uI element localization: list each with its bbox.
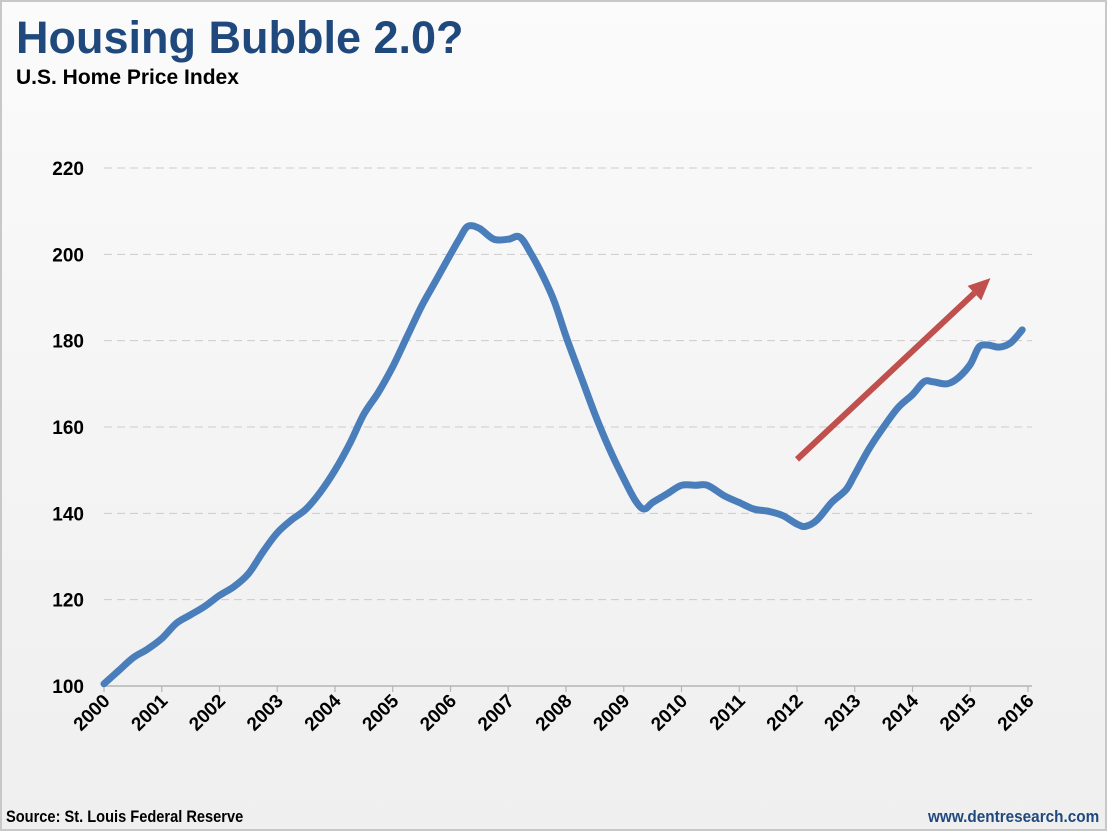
y-tick-label: 100 [52, 677, 84, 698]
y-tick-label: 200 [52, 245, 84, 266]
y-axis: 100 120 140 160 180 200 220 [52, 159, 84, 698]
x-tick-label: 2013 [821, 691, 866, 736]
x-tick-label: 2010 [647, 691, 692, 736]
series-line-home-price-index [100, 222, 1026, 688]
annotations [794, 278, 991, 462]
x-tick-label: 2004 [301, 690, 346, 735]
y-tick-label: 120 [52, 591, 84, 612]
trend-arrow-shaft [794, 290, 977, 462]
x-tick-label: 2009 [590, 691, 635, 736]
x-tick-label: 2001 [128, 690, 173, 735]
x-tick-label: 2008 [532, 691, 577, 736]
y-tick-label: 160 [52, 418, 84, 439]
x-tick-label: 2016 [994, 691, 1039, 736]
x-tick-label: 2015 [936, 690, 981, 735]
x-tick-label: 2012 [763, 691, 808, 736]
x-tick-label: 2014 [878, 690, 923, 735]
x-tick-label: 2002 [185, 691, 230, 736]
y-tick-label: 180 [52, 332, 84, 353]
website-link[interactable]: www.dentresearch.com [927, 807, 1099, 826]
series-group [100, 222, 1026, 688]
source-note: Source: St. Louis Federal Reserve [6, 807, 244, 826]
chart-subtitle: U.S. Home Price Index [16, 66, 239, 89]
x-tick-label: 2011 [706, 690, 750, 734]
x-tick-label: 2007 [474, 691, 519, 736]
x-tick-label: 2003 [243, 691, 288, 736]
x-tick-label: 2005 [359, 690, 404, 735]
y-tick-label: 140 [52, 504, 84, 525]
x-axis: 2000 2001 2002 2003 2004 2005 2006 2007 2008 2009… [70, 685, 1039, 736]
y-tick-label: 220 [52, 159, 84, 180]
x-tick-label: 2006 [416, 691, 461, 736]
gridlines [104, 167, 1032, 601]
trend-arrow-head [967, 278, 991, 301]
chart-title: Housing Bubble 2.0? [16, 12, 464, 63]
